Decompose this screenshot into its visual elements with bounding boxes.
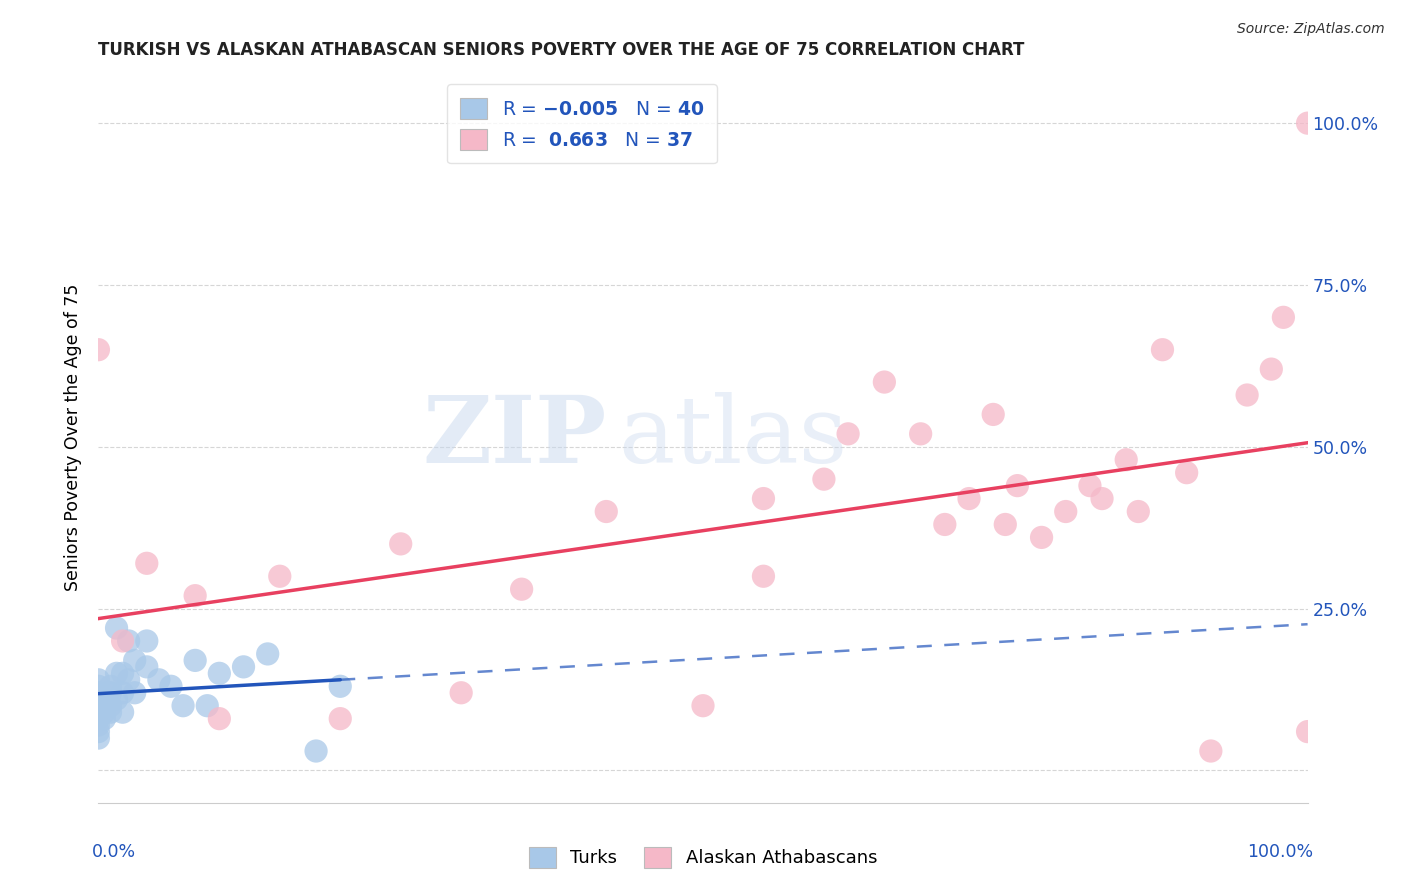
Point <box>934 517 956 532</box>
Point <box>1054 504 1077 518</box>
Point <box>329 712 352 726</box>
Point <box>184 653 207 667</box>
Point <box>1296 724 1319 739</box>
Point <box>232 660 254 674</box>
Point <box>124 686 146 700</box>
Point <box>450 686 472 700</box>
Point <box>100 698 122 713</box>
Point <box>1007 478 1029 492</box>
Point <box>100 705 122 719</box>
Point <box>1236 388 1258 402</box>
Point <box>87 698 110 713</box>
Point <box>256 647 278 661</box>
Point <box>124 653 146 667</box>
Point <box>135 660 157 674</box>
Point <box>87 679 110 693</box>
Point <box>692 698 714 713</box>
Point <box>87 692 110 706</box>
Point <box>135 557 157 571</box>
Point <box>873 375 896 389</box>
Point <box>87 705 110 719</box>
Point <box>87 686 110 700</box>
Text: ZIP: ZIP <box>422 392 606 482</box>
Point <box>93 705 115 719</box>
Point <box>957 491 980 506</box>
Point <box>752 491 775 506</box>
Point <box>208 712 231 726</box>
Point <box>111 686 134 700</box>
Point <box>111 634 134 648</box>
Point <box>329 679 352 693</box>
Point <box>1115 452 1137 467</box>
Legend: R = $\mathbf{-0.005}$   N = $\mathbf{40}$, R =  $\mathbf{0.663}$   N = $\mathbf{: R = $\mathbf{-0.005}$ N = $\mathbf{40}$,… <box>447 85 717 163</box>
Point <box>994 517 1017 532</box>
Point <box>1152 343 1174 357</box>
Point <box>111 705 134 719</box>
Point <box>135 634 157 648</box>
Point <box>195 698 218 713</box>
Text: Source: ZipAtlas.com: Source: ZipAtlas.com <box>1237 22 1385 37</box>
Point <box>1272 310 1295 325</box>
Point <box>305 744 328 758</box>
Point <box>87 731 110 745</box>
Point <box>100 686 122 700</box>
Point <box>981 408 1004 422</box>
Point <box>97 686 120 700</box>
Point <box>87 712 110 726</box>
Point <box>118 634 141 648</box>
Text: atlas: atlas <box>619 392 848 482</box>
Point <box>269 569 291 583</box>
Point <box>1078 478 1101 492</box>
Point <box>172 698 194 713</box>
Text: 0.0%: 0.0% <box>93 843 136 861</box>
Point <box>105 692 128 706</box>
Point <box>1296 116 1319 130</box>
Legend: Turks, Alaskan Athabascans: Turks, Alaskan Athabascans <box>517 836 889 879</box>
Point <box>837 426 859 441</box>
Point <box>595 504 617 518</box>
Point <box>184 589 207 603</box>
Point <box>1260 362 1282 376</box>
Text: TURKISH VS ALASKAN ATHABASCAN SENIORS POVERTY OVER THE AGE OF 75 CORRELATION CHA: TURKISH VS ALASKAN ATHABASCAN SENIORS PO… <box>98 41 1025 59</box>
Point <box>389 537 412 551</box>
Text: 100.0%: 100.0% <box>1247 843 1313 861</box>
Point <box>105 621 128 635</box>
Point <box>87 343 110 357</box>
Point <box>100 679 122 693</box>
Point <box>1091 491 1114 506</box>
Point <box>87 673 110 687</box>
Point <box>87 718 110 732</box>
Y-axis label: Seniors Poverty Over the Age of 75: Seniors Poverty Over the Age of 75 <box>65 284 83 591</box>
Point <box>1175 466 1198 480</box>
Point <box>118 673 141 687</box>
Point <box>105 666 128 681</box>
Point <box>111 666 134 681</box>
Point <box>510 582 533 597</box>
Point <box>1199 744 1222 758</box>
Point <box>148 673 170 687</box>
Point <box>87 724 110 739</box>
Point <box>208 666 231 681</box>
Point <box>910 426 932 441</box>
Point <box>752 569 775 583</box>
Point <box>93 698 115 713</box>
Point <box>1031 530 1053 544</box>
Point <box>1128 504 1150 518</box>
Point <box>813 472 835 486</box>
Point <box>160 679 183 693</box>
Point <box>93 712 115 726</box>
